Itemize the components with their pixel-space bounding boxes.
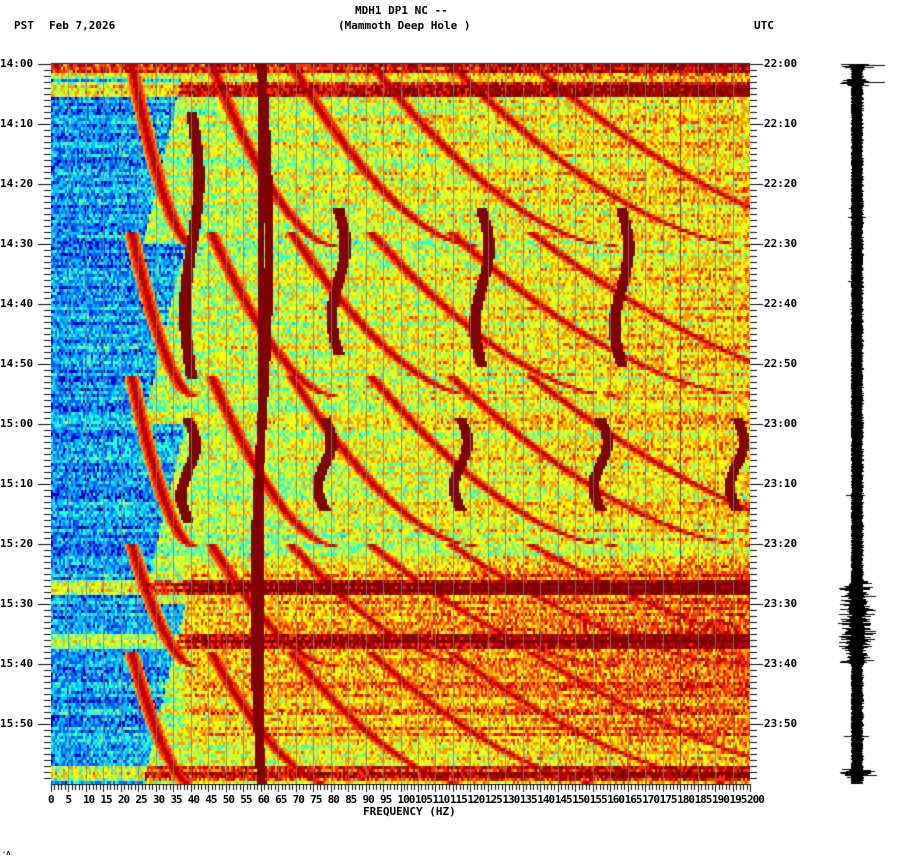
x-tick-label: 90	[362, 793, 375, 806]
x-tick-label: 120	[467, 793, 485, 806]
x-axis-title: FREQUENCY (HZ)	[363, 805, 456, 818]
x-tick-label: 30	[152, 793, 165, 806]
x-tick-label: 65	[275, 793, 287, 806]
y-tick-label-left: 14:40	[0, 297, 34, 310]
x-tick-label: 70	[292, 793, 305, 806]
x-tick-label: 100	[397, 793, 416, 806]
y-tick-label-right: 23:20	[764, 537, 798, 550]
x-tick-label: 160	[607, 793, 625, 806]
x-tick-label: 175	[659, 793, 678, 806]
x-tick-label: 55	[240, 793, 252, 806]
y-tick-label-right: 22:40	[764, 297, 798, 310]
x-tick-label: 45	[205, 793, 217, 806]
x-tick-label: 165	[624, 793, 643, 806]
y-tick-label-left: 14:20	[0, 177, 34, 190]
y-tick-label-right: 22:10	[764, 117, 798, 130]
y-tick-label-right: 23:10	[764, 477, 798, 490]
y-tick-label-right: 23:30	[764, 597, 798, 610]
x-tick-label: 40	[187, 793, 200, 806]
x-tick-label: 75	[310, 793, 322, 806]
y-tick-label-right: 22:20	[764, 177, 798, 190]
x-tick-label: 60	[257, 793, 270, 806]
x-tick-label: 110	[432, 793, 450, 806]
x-tick-label: 195	[729, 793, 748, 806]
x-tick-label: 5	[65, 793, 72, 806]
y-tick-label-left: 15:10	[0, 477, 34, 490]
x-tick-label: 15	[100, 793, 112, 806]
y-tick-label-right: 22:00	[764, 57, 798, 70]
x-tick-label: 85	[345, 793, 357, 806]
y-tick-label-left: 14:00	[0, 57, 34, 70]
y-tick-label-right: 22:50	[764, 357, 798, 370]
y-tick-label-left: 15:30	[0, 597, 34, 610]
x-tick-label: 115	[449, 793, 468, 806]
y-tick-label-left: 15:50	[0, 717, 34, 730]
x-tick-label: 105	[414, 793, 433, 806]
x-tick-label: 130	[502, 793, 520, 806]
y-tick-label-right: 23:50	[764, 717, 798, 730]
x-tick-label: 25	[135, 793, 147, 806]
x-tick-label: 150	[572, 793, 590, 806]
spectrogram-heatmap	[51, 64, 750, 784]
x-tick-label: 155	[589, 793, 608, 806]
x-tick-label: 190	[712, 793, 730, 806]
x-tick-label: 170	[642, 793, 660, 806]
footer-mark: ·ʌ	[2, 849, 11, 857]
y-tick-label-right: 23:40	[764, 657, 798, 670]
y-tick-label-right: 22:30	[764, 237, 798, 250]
x-tick-label: 135	[519, 793, 538, 806]
x-tick-label: 35	[170, 793, 182, 806]
x-tick-label: 20	[117, 793, 130, 806]
x-tick-label: 125	[484, 793, 503, 806]
x-tick-label: 0	[48, 793, 55, 806]
y-tick-label-left: 15:40	[0, 657, 34, 670]
y-tick-label-left: 15:00	[0, 417, 34, 430]
x-tick-label: 80	[327, 793, 340, 806]
x-tick-label: 145	[554, 793, 573, 806]
x-tick-label: 95	[380, 793, 392, 806]
x-tick-label: 140	[537, 793, 555, 806]
y-tick-label-left: 14:10	[0, 117, 34, 130]
seismogram-trace	[835, 60, 885, 790]
x-tick-label: 180	[677, 793, 695, 806]
y-tick-label-right: 23:00	[764, 417, 798, 430]
y-tick-label-left: 14:50	[0, 357, 34, 370]
x-tick-label: 50	[222, 793, 235, 806]
y-tick-label-left: 14:30	[0, 237, 34, 250]
y-tick-label-left: 15:20	[0, 537, 34, 550]
x-tick-label: 185	[694, 793, 713, 806]
x-tick-label: 200	[747, 793, 765, 806]
x-tick-label: 10	[82, 793, 95, 806]
